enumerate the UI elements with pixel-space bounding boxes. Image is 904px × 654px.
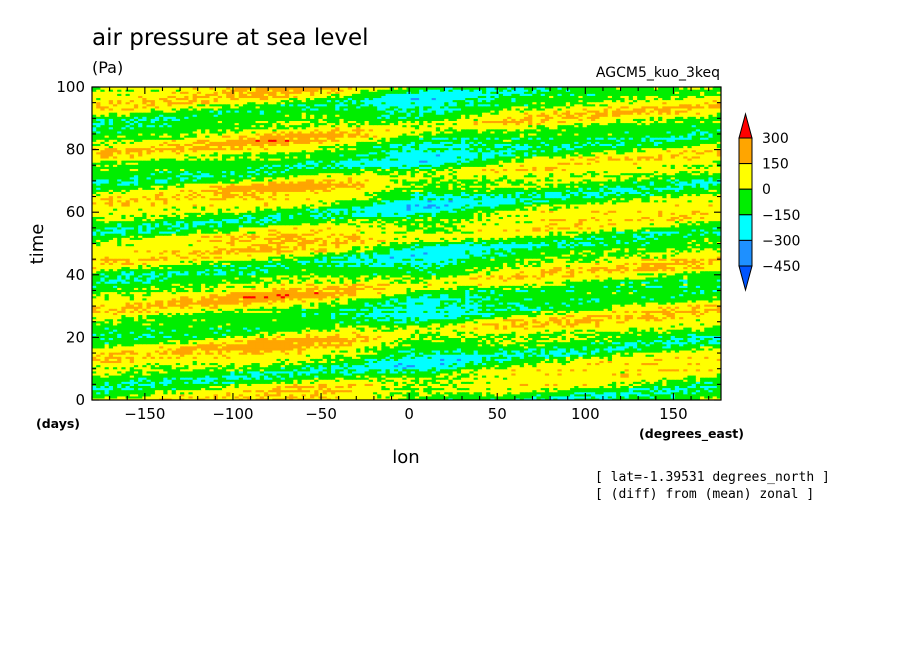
colorbar-segment (738, 214, 753, 241)
y-tick-label: 20 (66, 328, 85, 346)
x-axis: −150 −100 −50 0 50 100 150 (91, 87, 710, 423)
colorbar-tick-label: −450 (762, 259, 800, 275)
colorbar-segment (738, 112, 753, 139)
x-tick-label: 150 (659, 405, 688, 423)
y-tick-label: 40 (66, 266, 85, 284)
x-tick-label: 100 (571, 405, 600, 423)
x-tick-label: −150 (124, 405, 165, 423)
y-tick-label: 80 (66, 141, 85, 159)
colorbar-segment (738, 163, 753, 190)
colorbar-segment (738, 137, 753, 165)
model-name: AGCM5_kuo_3keq (596, 65, 720, 81)
x-tick-label: −100 (212, 405, 253, 423)
colorbar-segment (738, 265, 753, 292)
colorbar-tick-label: 0 (762, 182, 771, 198)
colorbar-tick-label: −150 (762, 208, 800, 224)
x-tick-label: 0 (404, 405, 414, 423)
colorbar-tick-label: 150 (762, 157, 789, 173)
y-axis-label: time (27, 224, 48, 265)
x-axis-units: (degrees_east) (639, 426, 744, 442)
chart-units: (Pa) (92, 58, 123, 77)
annotation-latitude: [ lat=-1.39531 degrees_north ] (595, 470, 830, 485)
colorbar-tick-label: −300 (762, 233, 800, 249)
chart-title: air pressure at sea level (92, 25, 369, 51)
y-tick-label: 60 (66, 203, 85, 221)
x-tick-label: −50 (305, 405, 337, 423)
y-axis: 0 20 40 60 80 100 (56, 78, 721, 409)
colorbar-tick-label: 300 (762, 131, 789, 147)
y-tick-label: 0 (75, 391, 85, 409)
heatmap-field (92, 87, 721, 400)
colorbar-segment (738, 188, 753, 216)
annotation-diff: [ (diff) from (mean) zonal ] (595, 487, 814, 502)
x-tick-label: 50 (488, 405, 507, 423)
x-axis-label: lon (392, 447, 419, 468)
y-tick-label: 100 (56, 78, 85, 96)
colorbar-segment (738, 239, 753, 267)
colorbar: 300 150 0 −150 −300 −450 (738, 112, 800, 292)
y-axis-units: (days) (36, 416, 80, 431)
